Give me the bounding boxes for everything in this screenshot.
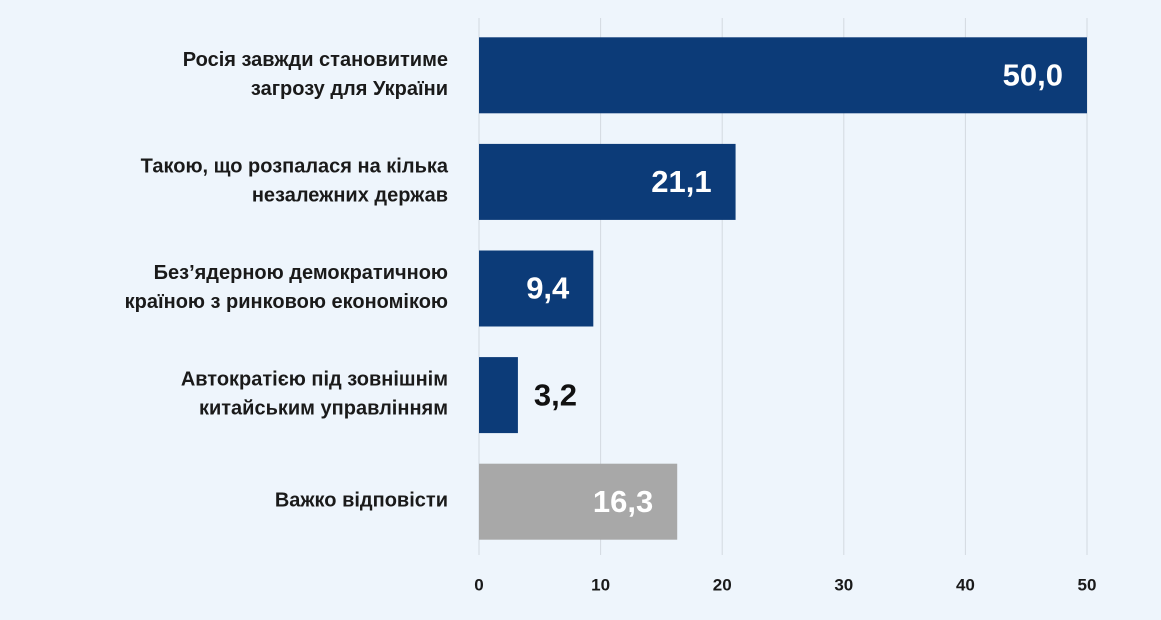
x-tick-label: 30 xyxy=(834,575,853,594)
category-label: Автократією під зовнішнім китайським упра… xyxy=(181,369,448,420)
category-label: Такою, що розпалася на кілька незалежних … xyxy=(141,156,449,207)
x-tick-label: 50 xyxy=(1078,575,1097,594)
x-tick-label: 20 xyxy=(713,575,732,594)
bar xyxy=(479,250,594,327)
x-tick-label: 10 xyxy=(591,575,610,594)
category-label: Важко відповісти xyxy=(275,490,448,512)
value-label: 16,3 xyxy=(593,484,653,519)
value-label: 3,2 xyxy=(534,377,577,412)
bar xyxy=(479,357,518,434)
value-label: 9,4 xyxy=(526,271,570,306)
x-tick-label: 40 xyxy=(956,575,975,594)
bar xyxy=(479,37,1087,114)
bar xyxy=(479,463,678,540)
x-tick-label: 0 xyxy=(474,575,483,594)
value-label: 21,1 xyxy=(651,164,711,199)
category-label: Без’ядерною демократичною країною з ринко… xyxy=(125,262,448,313)
bar xyxy=(479,143,736,220)
value-label: 50,0 xyxy=(1003,57,1063,92)
category-label: Росія завжди становитиме загрозу для Укра… xyxy=(183,49,448,100)
